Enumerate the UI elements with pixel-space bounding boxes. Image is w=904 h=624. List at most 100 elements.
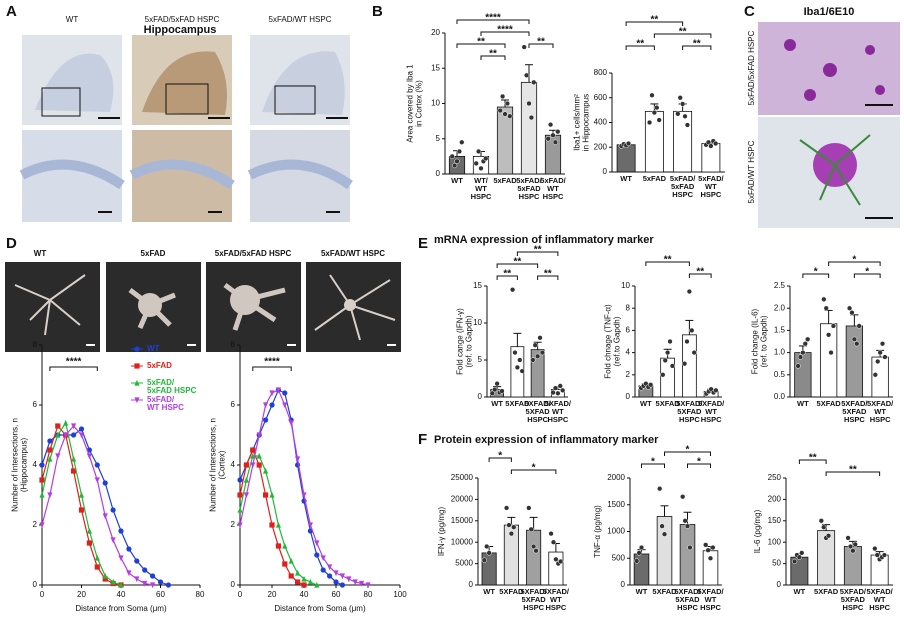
marker: [269, 491, 275, 498]
data-point: [557, 383, 563, 389]
data-point: [681, 361, 688, 367]
annotation-label: ****: [264, 357, 280, 368]
data-point: [680, 494, 686, 500]
data-point: [533, 548, 539, 554]
microglia-render: [344, 299, 356, 311]
significance-bracket: [688, 273, 712, 278]
y-tick-label: 0: [777, 580, 782, 589]
y-axis-label: Fold chnage (TNF-α)(ref.to Gapdh): [604, 304, 622, 379]
data-point: [687, 544, 693, 551]
y-tick-label: 500: [612, 553, 626, 562]
data-point: [691, 349, 697, 356]
marker: [275, 543, 281, 549]
zoom-box: [41, 87, 81, 117]
x-tick-label: WT: [451, 176, 463, 185]
data-point: [530, 543, 537, 550]
x-tick-label: 5XFAD/WT HSPC: [867, 399, 894, 424]
panel-letter: C: [744, 3, 755, 20]
y-tick-label: 8: [626, 303, 631, 312]
significance-label: *: [697, 457, 701, 468]
group-label: 5xFAD/WT HSPC: [269, 15, 332, 24]
x-tick-label: WT/WT HSPC: [471, 176, 492, 201]
legend-label: 5xFAD: [147, 361, 172, 370]
y-axis-label: TNF-α (pg/mg): [593, 505, 602, 558]
x-tick-label: 5XFAD/5XFAD HSPC: [524, 399, 551, 424]
marker: [47, 492, 53, 499]
marker: [295, 579, 301, 585]
marker: [102, 480, 108, 486]
x-tick-label: 5XFAD/5XFAD HSPC: [676, 399, 703, 424]
zoom-box: [165, 83, 209, 115]
microglia-render: [14, 274, 86, 336]
data-point: [550, 389, 556, 396]
marker: [339, 573, 345, 580]
significance-label: **: [534, 245, 542, 256]
marker: [256, 462, 262, 468]
data-point: [634, 558, 640, 564]
data-point: [667, 338, 673, 345]
x-tick-label: 80: [196, 590, 205, 599]
data-point: [796, 554, 803, 560]
marker: [237, 477, 243, 483]
x-tick-label: 5XFAD/WT HSPC: [698, 399, 725, 424]
series-line: [239, 389, 369, 586]
data-point: [506, 522, 512, 528]
data-point: [823, 305, 829, 311]
marker: [282, 390, 288, 396]
x-tick-label: 5XFAD/5XFAD HSPC: [841, 399, 868, 424]
marker: [314, 552, 320, 558]
data-point: [509, 287, 516, 293]
data-point: [846, 305, 853, 311]
panel-letter: D: [6, 235, 17, 252]
significance-bracket: [480, 55, 506, 60]
data-point: [657, 486, 663, 492]
y-tick-label: 800: [594, 68, 608, 77]
y-tick-label: 20: [431, 28, 440, 37]
data-point: [547, 122, 554, 128]
marker: [118, 555, 124, 562]
data-point: [526, 505, 532, 511]
significance-bracket: [853, 273, 881, 278]
x-tick-label: WT: [491, 399, 503, 408]
annotation-bracket: [252, 366, 292, 371]
y-tick-label: 200: [594, 142, 608, 151]
marker: [55, 423, 61, 429]
data-point: [879, 341, 886, 347]
data-point: [475, 148, 482, 155]
x-tick-label: 5XFAD: [652, 587, 677, 596]
data-point: [499, 388, 505, 394]
x-tick-label: 5XFAD/5XFAD HSPC: [520, 587, 547, 612]
data-point: [882, 354, 888, 360]
significance-label: **: [636, 39, 644, 50]
marker: [301, 582, 307, 588]
data-point: [856, 323, 862, 329]
marker: [157, 579, 164, 585]
marker: [327, 573, 333, 579]
marker: [47, 438, 53, 444]
y-tick-label: 400: [594, 118, 608, 127]
marker: [333, 570, 339, 577]
data-point: [877, 349, 883, 356]
data-point: [654, 105, 660, 111]
y-tick-label: 0: [231, 580, 236, 589]
y-tick-label: 2: [626, 370, 631, 379]
y-tick-label: 10000: [451, 537, 474, 546]
marker: [142, 567, 148, 573]
legend-label: 5xFAD/WT HSPC: [147, 395, 184, 412]
group-label: 5xFAD/5xFAD HSPC: [215, 249, 292, 258]
data-point: [528, 526, 534, 533]
microglia-render: [223, 283, 286, 331]
x-tick-label: 0: [40, 590, 45, 599]
y-tick-label: 10: [621, 281, 630, 290]
data-point: [664, 349, 671, 356]
marker: [94, 564, 100, 570]
marker: [346, 576, 352, 583]
data-point: [703, 542, 709, 548]
data-point: [552, 139, 559, 145]
data-point: [662, 357, 668, 364]
x-tick-label: 5xFAD: [493, 176, 517, 185]
y-tick-label: 15: [431, 63, 440, 72]
marker: [78, 507, 85, 513]
significance-label: *: [865, 267, 869, 278]
marker: [288, 420, 294, 427]
